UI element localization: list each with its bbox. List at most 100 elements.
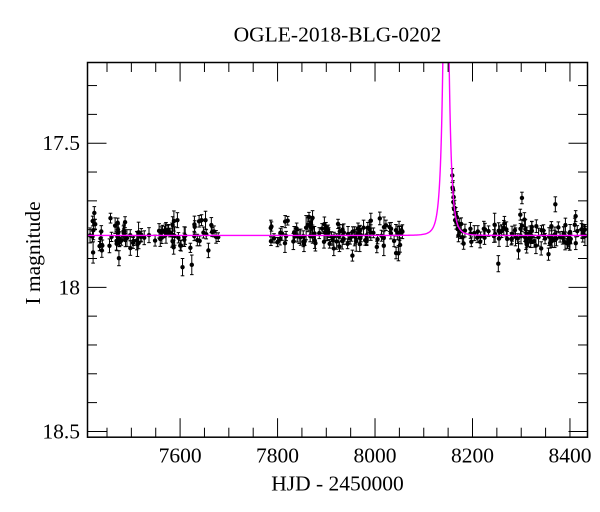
data-point [302,239,307,244]
data-point [354,239,359,244]
data-point [268,239,274,244]
data-point [461,241,466,246]
data-point [112,223,118,228]
x-tick-label: 7800 [256,444,299,468]
data-point [93,222,98,227]
data-point [203,217,208,223]
data-point [175,217,180,223]
data-point [361,225,366,230]
data-point [477,239,483,244]
data-point [309,225,315,230]
data-point [199,217,204,223]
data-point [381,235,386,241]
data-point [99,248,105,253]
data-point [128,245,133,251]
data-point [460,234,465,240]
data-point [182,237,187,242]
data-point [469,239,474,244]
data-point [567,229,573,235]
data-point [563,222,568,228]
data-point [116,230,121,235]
data-point [90,250,96,255]
data-point [556,225,561,230]
data-point [383,223,389,228]
data-point [375,236,380,242]
data-point [108,215,113,221]
data-point [337,244,342,249]
data-point [91,228,96,233]
data-point [371,230,376,236]
data-point [211,229,217,234]
data-point [459,221,464,227]
data-point [98,236,103,241]
y-tick-label: 18.5 [42,419,80,443]
data-point [529,224,534,229]
data-point [319,226,325,231]
data-point [271,236,277,241]
data-point [529,228,534,234]
data-point [277,237,283,242]
data-point [92,210,97,216]
data-point [192,224,197,229]
data-point [396,251,401,256]
data-point [542,236,548,241]
data-point [539,246,544,251]
data-point [99,229,104,234]
data-point [504,227,509,232]
data-point [294,226,299,231]
data-point [115,220,120,225]
data-point [524,242,529,247]
data-point [327,241,332,246]
data-point [475,235,480,240]
data-point [468,226,473,232]
data-point [90,218,95,224]
data-point [350,253,355,258]
axis-ticks-layer [87,62,588,438]
data-point [136,240,141,246]
data-point [541,228,546,233]
data-point [519,223,525,228]
data-point [189,262,194,268]
x-tick-label: 8200 [451,444,494,468]
data-point [188,245,193,251]
data-point [308,221,314,226]
data-point [462,228,468,233]
data-point [496,261,501,266]
data-point [206,248,211,253]
data-point [482,235,487,240]
data-point [171,245,176,250]
data-point [546,251,551,257]
data-point [350,229,355,234]
data-point [523,226,528,232]
data-point [121,229,127,234]
data-point [357,241,362,247]
y-axis-title: I magnitude [21,201,45,304]
data-point [381,243,386,249]
data-point [482,227,488,232]
data-point [326,230,331,235]
data-point [131,238,136,244]
data-point [321,239,327,244]
data-point [291,230,297,235]
data-point [122,219,128,225]
data-point [522,217,527,222]
data-point [357,228,363,233]
data-point [534,224,539,229]
data-point [528,239,533,244]
data-point [509,236,514,242]
x-tick-label: 8400 [548,444,591,468]
data-point [317,230,322,236]
data-point [554,236,559,241]
data-point [456,233,461,238]
data-point [341,230,346,235]
data-point [388,230,394,236]
data-point [364,238,369,243]
data-point [116,256,122,261]
data-point [282,241,288,246]
y-tick-labels: 17.5 18 18.5 [42,131,80,443]
data-point [312,231,317,236]
x-axis-title: HJD - 2450000 [271,472,404,496]
data-point [531,239,537,244]
